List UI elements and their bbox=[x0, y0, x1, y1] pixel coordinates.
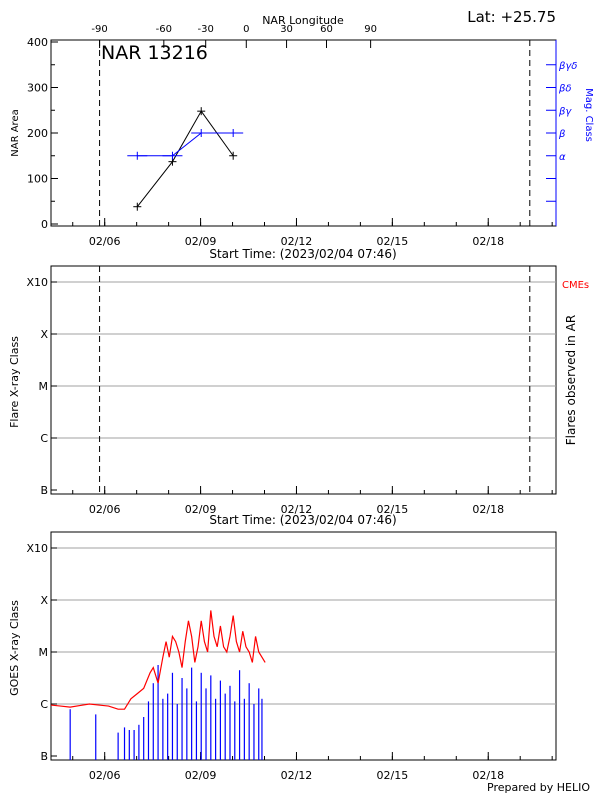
nar-y2-tick-label: βδ bbox=[558, 84, 572, 95]
nar-x-tick-label: 02/09 bbox=[185, 235, 217, 248]
goes-x-tick-label: 02/12 bbox=[281, 769, 313, 782]
flare-plot-frame bbox=[50, 265, 557, 495]
goes-y-tick-label: B bbox=[40, 750, 48, 763]
nar-y2-tick-label: βγ bbox=[558, 106, 572, 117]
flare-x-tick-label: 02/15 bbox=[377, 503, 409, 516]
nar-y-tick-label: 0 bbox=[41, 218, 48, 231]
flare-marks: B C M X X10 02/06 02/09 02/12 02/15 02/18 bbox=[26, 266, 556, 516]
nar-area-panel: NAR 13216 NAR Longitude NAR Area Mag. Cl… bbox=[10, 14, 594, 261]
latitude-label: Lat: +25.75 bbox=[467, 8, 556, 26]
mag-class-point bbox=[162, 151, 183, 160]
mag-class-point bbox=[223, 129, 244, 137]
goes-x-tick-label: 02/06 bbox=[89, 769, 121, 782]
goes-long-line bbox=[50, 610, 266, 710]
flare-x-tick-label: 02/06 bbox=[89, 503, 121, 516]
nar-area-point bbox=[133, 202, 142, 211]
flare-y2label: Flares observed in AR bbox=[564, 315, 578, 445]
nar-ylabel: NAR Area bbox=[10, 109, 21, 156]
nar-y2label: Mag. Class bbox=[583, 88, 594, 142]
goes-y-tick-label: X bbox=[40, 594, 48, 607]
mag-class-point bbox=[191, 129, 212, 137]
cme-label: CMEs bbox=[562, 280, 589, 291]
nar-top-tick-label: 60 bbox=[320, 24, 333, 35]
goes-y-tick-label: M bbox=[39, 646, 49, 659]
goes-ylabel: GOES X-ray Class bbox=[8, 600, 21, 696]
nar-top-tick-label: 90 bbox=[364, 24, 377, 35]
flare-x-tick-label: 02/12 bbox=[281, 503, 313, 516]
flare-x-tick-label: 02/18 bbox=[472, 503, 504, 516]
flare-panel: Flare X-ray Class Flares observed in AR … bbox=[8, 265, 589, 527]
goes-plot-frame bbox=[50, 531, 557, 761]
nar-y2-tick-label: β bbox=[558, 129, 566, 140]
nar-title: NAR 13216 bbox=[101, 42, 208, 64]
nar-top-tick-label: -30 bbox=[198, 24, 214, 35]
nar-x-tick-label: 02/06 bbox=[89, 235, 121, 248]
mag-class-point bbox=[127, 151, 148, 160]
nar-y-tick-label: 300 bbox=[27, 82, 48, 95]
nar-x-tick-label: 02/18 bbox=[472, 235, 504, 248]
goes-y-tick-label: C bbox=[40, 698, 48, 711]
nar-area-line bbox=[136, 110, 234, 208]
nar-top-tick-label: 30 bbox=[280, 24, 293, 35]
flare-y-tick-label: X bbox=[40, 328, 48, 341]
nar-top-tick-label: -60 bbox=[156, 24, 172, 35]
nar-x-tick-label: 02/15 bbox=[377, 235, 409, 248]
prepared-by-label: Prepared by HELIO bbox=[487, 781, 590, 794]
flare-y-tick-label: B bbox=[40, 484, 48, 497]
nar-top-tick-label: -90 bbox=[91, 24, 107, 35]
nar-x-tick-label: 02/12 bbox=[281, 235, 313, 248]
nar-xlabel: Start Time: (2023/02/04 07:46) bbox=[209, 247, 396, 261]
nar-marks: 0 100 200 300 400 α β βγ βδ βγδ -90 -60 -30 0 30 60 90 02… bbox=[27, 24, 577, 248]
nar-area-point bbox=[197, 107, 206, 116]
nar-y2-tick-label: α bbox=[559, 152, 566, 163]
flare-xlabel: Start Time: (2023/02/04 07:46) bbox=[209, 513, 396, 527]
nar-area-point bbox=[229, 151, 238, 160]
flare-ylabel: Flare X-ray Class bbox=[8, 336, 21, 428]
nar-y-tick-label: 400 bbox=[27, 36, 48, 49]
goes-y-tick-label: X10 bbox=[26, 542, 48, 555]
goes-x-tick-label: 02/15 bbox=[377, 769, 409, 782]
goes-x-tick-label: 02/18 bbox=[472, 769, 504, 782]
flare-y-tick-label: M bbox=[39, 380, 49, 393]
flare-x-tick-label: 02/09 bbox=[185, 503, 217, 516]
nar-top-axis-label: NAR Longitude bbox=[262, 14, 344, 27]
goes-panel: GOES X-ray Class B C M X X10 02/06 02/09 02/12 0… bbox=[8, 531, 557, 782]
mag-class-line bbox=[137, 132, 234, 157]
flare-y-tick-label: X10 bbox=[26, 276, 48, 289]
goes-x-tick-label: 02/09 bbox=[185, 769, 217, 782]
nar-top-tick-label: 0 bbox=[243, 24, 249, 35]
nar-y-tick-label: 100 bbox=[27, 173, 48, 186]
nar-y2-tick-label: βγδ bbox=[558, 61, 577, 72]
goes-marks: B C M X X10 02/06 02/09 02/12 02/15 02/18 bbox=[26, 542, 556, 782]
nar-y-tick-label: 200 bbox=[27, 127, 48, 140]
nar-plot-frame bbox=[50, 39, 557, 227]
flare-y-tick-label: C bbox=[40, 432, 48, 445]
